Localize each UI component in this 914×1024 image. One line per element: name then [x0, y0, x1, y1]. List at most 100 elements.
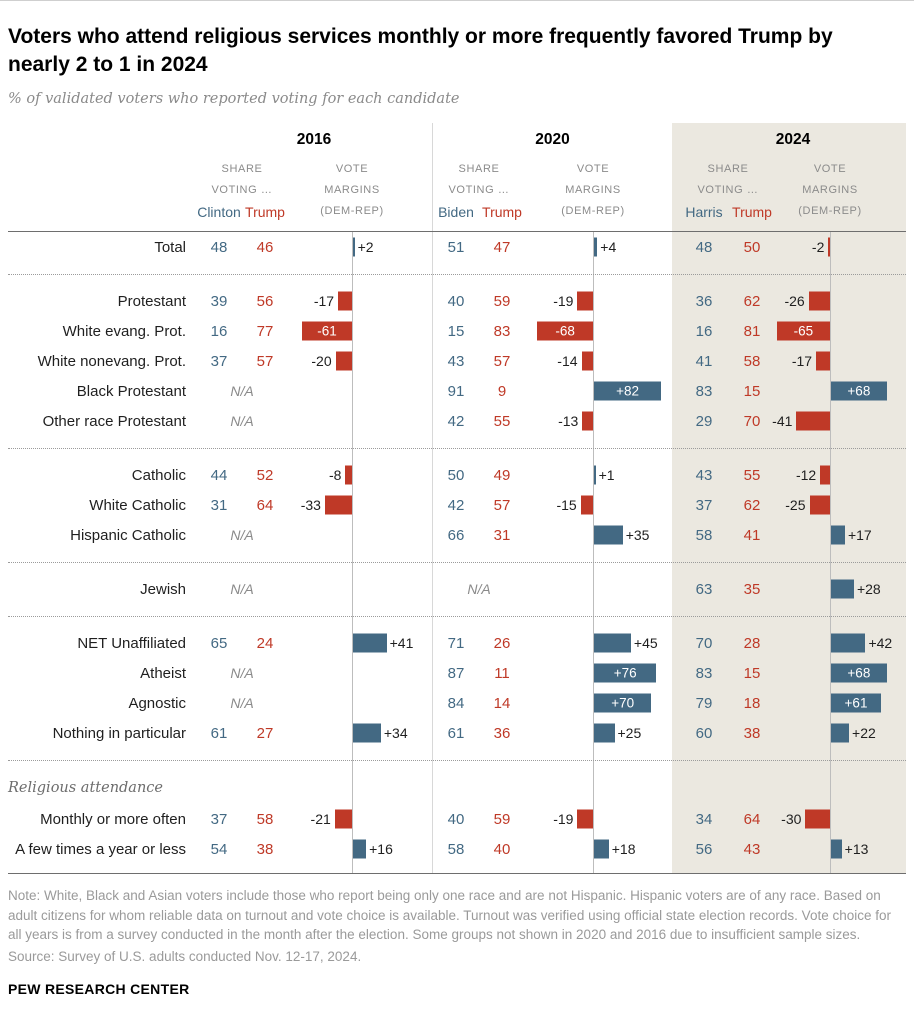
cell-2020: 91 9 +82 [432, 376, 672, 407]
margin-value: +82 [616, 383, 640, 399]
margin-value: +28 [856, 581, 881, 598]
dem-share-value: 39 [210, 292, 228, 310]
row-label: Atheist [140, 664, 186, 682]
dem-share-value: 51 [447, 238, 465, 256]
cell-2016: 37 58 -21 [196, 804, 432, 835]
row-label: Other race Protestant [42, 412, 186, 430]
margin-bar [831, 633, 866, 653]
margin-value: -13 [558, 413, 579, 430]
cell-2024 [672, 436, 906, 461]
cell-2024 [672, 772, 906, 805]
margin-bar [831, 579, 854, 599]
table-row [8, 262, 906, 287]
voting-label: VOTING … [211, 184, 273, 197]
cell-2020: 15 83 -68 [432, 316, 672, 347]
cell-2024: 48 50 -2 [672, 232, 906, 263]
cell-2016 [196, 748, 432, 773]
margin-value: +41 [389, 635, 414, 652]
rep-share-value: 57 [493, 352, 511, 370]
cell-2024: 16 81 -65 [672, 316, 906, 347]
dem-share-value: 42 [447, 496, 465, 514]
rep-share-value: 31 [493, 526, 511, 544]
cell-2016 [196, 262, 432, 287]
margin-cell: -25 [776, 490, 906, 521]
margin-cell [288, 658, 432, 689]
cell-2016 [196, 772, 432, 805]
dem-share-value: 15 [447, 322, 465, 340]
margin-cell: +18 [525, 834, 672, 865]
rep-share-value: 55 [743, 466, 761, 484]
rep-share-value: 64 [743, 810, 761, 828]
margin-cell: -8 [288, 460, 432, 491]
rep-share-value: 9 [497, 382, 507, 400]
cell-2016: 16 77 -61 [196, 316, 432, 347]
margin-value: +22 [852, 725, 876, 742]
margin-bar [831, 693, 882, 713]
margin-value: -65 [793, 323, 814, 339]
cell-2016: 39 56 -17 [196, 286, 432, 317]
margin-bar [831, 723, 850, 743]
dem-rep-label: (DEM-REP) [561, 205, 625, 218]
share-label: SHARE [707, 163, 749, 176]
margin-cell [288, 520, 432, 551]
cell-2024 [672, 864, 906, 874]
table-row: Hispanic Catholic N/A 66 31 +35 58 41 [8, 520, 906, 551]
margin-cell [288, 436, 432, 461]
margin-bar [820, 465, 830, 485]
cell-2020 [432, 604, 672, 629]
cell-2016: 61 27 +34 [196, 718, 432, 749]
dem-share-value: 63 [695, 580, 713, 598]
rep-share-value: 11 [494, 664, 510, 682]
column-group-2020: 2020 SHARE VOTING … Biden Trump VOTE MAR… [432, 123, 672, 232]
cell-2020: 66 31 +35 [432, 520, 672, 551]
table-row [8, 550, 906, 575]
row-label [8, 748, 196, 772]
table-header: 2016 SHARE VOTING … Clinton Trump VOTE M… [8, 123, 906, 233]
margin-bar [577, 809, 593, 829]
margin-cell [288, 604, 432, 629]
margin-bar [828, 237, 830, 257]
margin-value: -30 [781, 811, 802, 828]
share-voting-header: SHARE VOTING … Harris Trump [680, 159, 776, 223]
margin-bar [537, 321, 593, 341]
cell-2016 [196, 436, 432, 461]
vote-margins-header: VOTE MARGINS (DEM-REP) [776, 159, 884, 223]
margin-value: +35 [625, 527, 650, 544]
dem-share-value: 42 [447, 412, 465, 430]
dem-share-value: 37 [210, 810, 228, 828]
margin-value: -41 [772, 413, 793, 430]
margin-value: +76 [613, 665, 637, 681]
margin-cell: +13 [776, 834, 906, 865]
margin-cell [288, 748, 432, 773]
dem-share-value: 91 [447, 382, 465, 400]
table-row [8, 436, 906, 461]
margin-cell: +45 [525, 628, 672, 659]
rep-share-value: 38 [256, 840, 274, 858]
margin-bar [582, 411, 593, 431]
table-row [8, 748, 906, 773]
margin-value: +61 [844, 695, 868, 711]
margin-value: +42 [868, 635, 893, 652]
cell-2020: 40 59 -19 [432, 804, 672, 835]
rep-share-value: 62 [743, 292, 761, 310]
vote-label: VOTE [576, 163, 610, 176]
table-row: Other race Protestant N/A 42 55 -13 29 7… [8, 406, 906, 437]
margin-cell: +42 [776, 628, 906, 659]
margin-cell [288, 406, 432, 437]
note-text: Note: White, Black and Asian voters incl… [8, 888, 891, 943]
dem-share-value: 48 [210, 238, 228, 256]
dem-share-value: 40 [447, 810, 465, 828]
table-body: Total 48 46 +2 51 47 +4 48 50 -2 [8, 232, 906, 874]
cell-2024: 41 58 -17 [672, 346, 906, 377]
dem-share-value: 60 [695, 724, 713, 742]
margin-cell: -17 [776, 346, 906, 377]
margin-cell [776, 550, 906, 575]
margin-bar [594, 633, 631, 653]
row-label: Black Protestant [76, 382, 186, 400]
column-group-2016: 2016 SHARE VOTING … Clinton Trump VOTE M… [196, 123, 432, 231]
rep-share-value: 77 [256, 322, 274, 340]
margin-value: -26 [784, 293, 805, 310]
share-voting-header: SHARE VOTING … Clinton Trump [196, 159, 288, 223]
margin-bar [334, 809, 352, 829]
cell-2020: 42 57 -15 [432, 490, 672, 521]
